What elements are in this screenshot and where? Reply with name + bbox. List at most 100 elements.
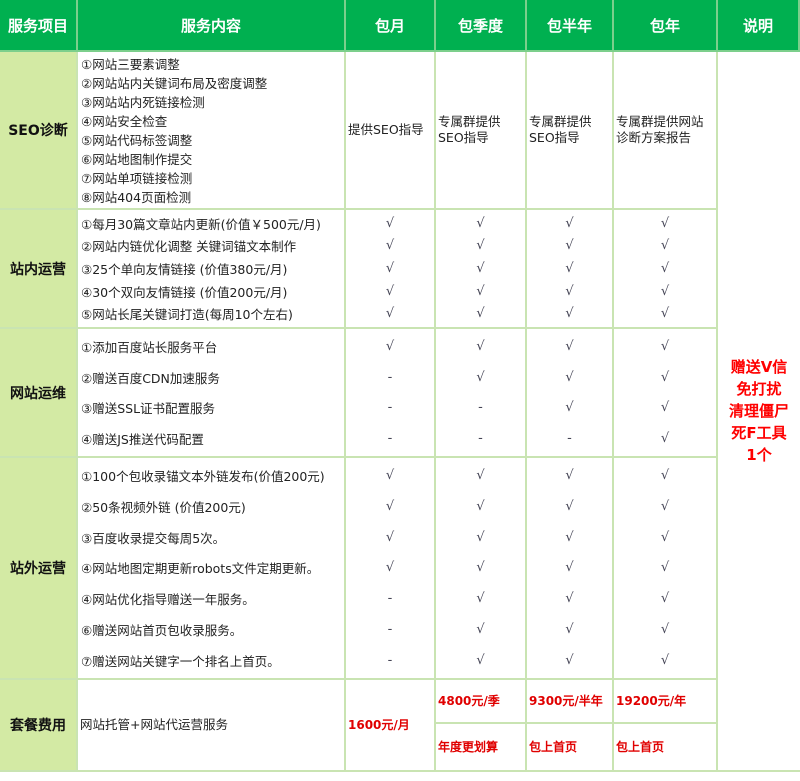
check-icon: √: [565, 622, 574, 638]
check-icon: √: [565, 560, 574, 576]
plan-check-cell: √ √ √ √ √: [436, 210, 527, 329]
service-item: ④网站地图定期更新robots文件定期更新。: [81, 561, 320, 577]
note-line: 死F工具: [731, 424, 787, 442]
check-icon: √: [385, 498, 395, 514]
price-remark-cell: 包上首页: [527, 724, 614, 772]
dash-mark: -: [387, 400, 393, 416]
check-icon: √: [660, 529, 670, 545]
plan-check-cell: √ √ √ √ √: [614, 210, 718, 329]
check-icon: √: [660, 652, 670, 668]
group-label: 站外运营: [10, 561, 66, 577]
header-cell: 包月: [346, 0, 436, 52]
service-item: ②赠送百度CDN加速服务: [81, 370, 220, 386]
check-icon: √: [565, 283, 574, 299]
header-cell: 包年: [614, 0, 718, 52]
check-icon: √: [660, 467, 670, 483]
note-line: 清理僵尸: [728, 402, 789, 420]
price-remark: 包上首页: [616, 740, 665, 754]
check-icon: √: [660, 498, 670, 514]
check-icon: √: [385, 560, 395, 576]
column-header: 包半年: [546, 16, 592, 35]
plan-description: 提供SEO指导: [348, 122, 424, 137]
service-item: ④30个双向友情链接 (价值200元/月): [81, 284, 288, 300]
check-icon: √: [565, 260, 574, 276]
plan-description-cell: 专属群提供SEO指导: [527, 52, 614, 210]
check-icon: √: [385, 467, 395, 483]
plan-check-cell: √ √ √ -: [527, 329, 614, 458]
check-icon: √: [385, 215, 395, 231]
group-label: 站内运营: [10, 261, 66, 278]
plan-description-cell: 提供SEO指导: [346, 52, 436, 210]
plan-check-cell: √ √ √ √: [614, 329, 718, 458]
price-cell: 19200元/年: [614, 680, 718, 724]
check-icon: √: [660, 560, 670, 576]
service-item: ⑥赠送网站首页包收录服务。: [81, 623, 243, 639]
plan-check-cell: √ √ - -: [436, 329, 527, 458]
service-item: ①网站三要素调整: [81, 57, 180, 72]
plan-check-cell: √ √ √ √ √ √ √: [614, 458, 718, 680]
dash-mark: -: [387, 622, 393, 638]
note-line: 1个: [746, 446, 772, 464]
check-icon: √: [660, 260, 670, 276]
price-cell: 9300元/半年: [527, 680, 614, 724]
plan-check-cell: √ - - -: [346, 329, 436, 458]
check-icon: √: [476, 560, 485, 576]
check-icon: √: [476, 529, 485, 545]
check-icon: √: [565, 498, 574, 514]
service-item: ⑤网站长尾关键词打造(每周10个左右): [81, 307, 293, 323]
service-item: ③25个单向友情链接 (价值380元/月): [81, 261, 288, 277]
price-remark: 年度更划算: [438, 740, 499, 754]
service-item: ①100个包收录锚文本外链发布(价值200元): [81, 468, 325, 484]
check-icon: √: [565, 338, 574, 354]
check-icon: √: [476, 652, 485, 668]
service-item: ⑧网站404页面检测: [81, 190, 192, 205]
service-item: ②网站站内关键词布局及密度调整: [81, 76, 268, 91]
check-icon: √: [476, 306, 485, 322]
check-icon: √: [476, 498, 485, 514]
plan-check-cell: √ √ √ √ √ √ √: [436, 458, 527, 680]
service-content-cell: ①100个包收录锚文本外链发布(价值200元) ②50条视频外链 (价值200元)…: [78, 458, 346, 680]
check-icon: √: [660, 431, 670, 447]
group-label-cell: 站外运营: [0, 458, 78, 680]
check-icon: √: [476, 591, 485, 607]
column-header: 说明: [742, 16, 773, 35]
service-item: ⑦网站单项链接检测: [81, 171, 193, 186]
group-label: 套餐费用: [10, 718, 66, 734]
check-icon: √: [476, 622, 485, 638]
check-icon: √: [385, 283, 395, 299]
check-icon: √: [660, 283, 670, 299]
check-icon: √: [660, 400, 670, 416]
service-item: ①每月30篇文章站内更新(价值￥500元/月): [81, 216, 321, 232]
package-content-cell: 网站托管+网站代运营服务: [78, 680, 346, 772]
service-item: ③赠送SSL证书配置服务: [81, 401, 216, 417]
check-icon: √: [476, 215, 485, 231]
service-item: ④赠送JS推送代码配置: [81, 432, 204, 448]
plan-check-cell: √ √ √ √ - - -: [346, 458, 436, 680]
plan-description: 专属群提供SEO指导: [529, 114, 592, 145]
service-content-cell: ①每月30篇文章站内更新(价值￥500元/月) ②网站内链优化调整 关键词锚文本制…: [78, 210, 346, 329]
service-content-cell: ①添加百度站长服务平台 ②赠送百度CDN加速服务 ③赠送SSL证书配置服务 ④赠送JS…: [78, 329, 346, 458]
price-cell: 4800元/季: [436, 680, 527, 724]
price-monthly: 1600元/月: [348, 718, 410, 732]
note-line: 免打扰: [736, 380, 782, 398]
price-monthly-cell: 1600元/月: [346, 680, 436, 772]
plan-description: 专属群提供网站诊断方案报告: [616, 114, 704, 145]
package-content: 网站托管+网站代运营服务: [80, 717, 228, 732]
check-icon: √: [565, 467, 574, 483]
price-remark: 包上首页: [529, 740, 578, 754]
check-icon: √: [660, 238, 670, 254]
column-header: 包月: [374, 16, 405, 35]
dash-mark: -: [387, 652, 393, 668]
service-content-cell: ①网站三要素调整 ②网站站内关键词布局及密度调整 ③网站站内死链接检测 ④网站安全检查…: [78, 52, 346, 210]
service-item: ④网站安全检查: [81, 114, 168, 129]
check-icon: √: [385, 260, 395, 276]
service-item: ⑦赠送网站关键字一个排名上首页。: [81, 653, 280, 669]
check-icon: √: [565, 306, 574, 322]
group-label-cell: 网站运维: [0, 329, 78, 458]
service-item: ⑤网站代码标签调整: [81, 133, 193, 148]
dash-mark: -: [387, 369, 393, 385]
group-label-cell: SEO诊断: [0, 52, 78, 210]
header-cell: 服务项目: [0, 0, 78, 52]
check-icon: √: [565, 652, 574, 668]
column-header: 包年: [649, 16, 680, 35]
